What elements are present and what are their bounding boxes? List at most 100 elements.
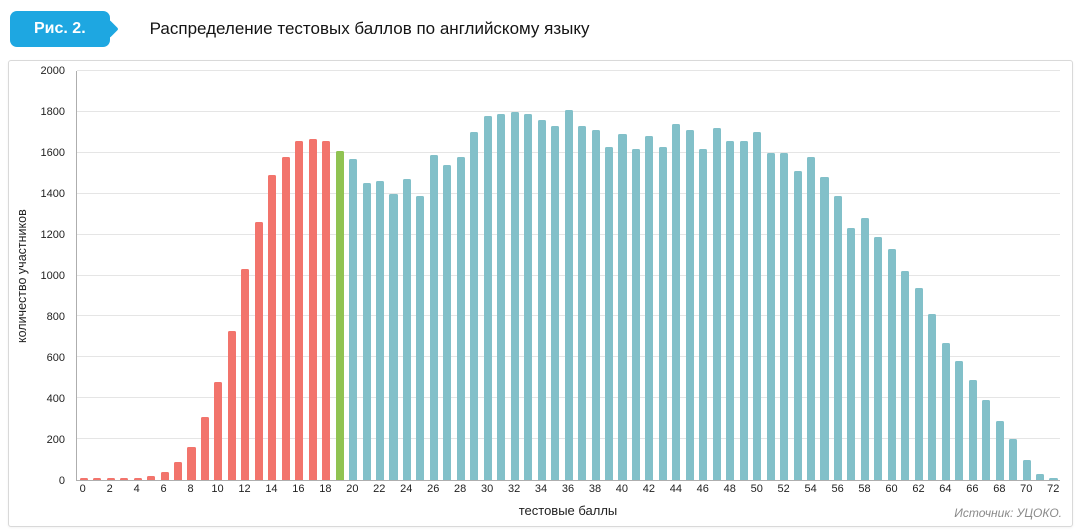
bar xyxy=(1035,473,1045,480)
bar-slot xyxy=(198,71,211,480)
bar xyxy=(470,132,479,480)
bar-slot xyxy=(858,71,871,480)
x-tick-label: 20 xyxy=(346,483,359,495)
x-tick-label: 2 xyxy=(106,483,113,495)
x-axis-label: тестовые баллы xyxy=(518,503,618,518)
bar xyxy=(914,287,923,480)
chart-title: Распределение тестовых баллов по английс… xyxy=(149,19,590,38)
bar xyxy=(712,128,721,480)
bar xyxy=(833,195,843,480)
bar-slot xyxy=(90,71,103,480)
bar xyxy=(308,138,317,480)
bar xyxy=(780,152,789,480)
bar-slot xyxy=(266,71,279,480)
x-tick-label: 34 xyxy=(534,483,548,495)
bar-slot xyxy=(804,71,817,480)
bar xyxy=(281,156,290,480)
bar xyxy=(901,271,910,480)
bar xyxy=(968,379,977,480)
y-tick-label: 600 xyxy=(46,352,65,364)
bar xyxy=(699,148,708,480)
bar xyxy=(847,228,856,480)
bar xyxy=(497,113,506,480)
bar xyxy=(807,156,816,480)
bar xyxy=(1049,477,1058,480)
x-tick-label: 66 xyxy=(966,483,979,495)
bar-slot xyxy=(400,71,413,480)
bar-slot xyxy=(252,71,265,480)
bar-slot xyxy=(818,71,831,480)
bar-slot xyxy=(144,71,157,480)
bar xyxy=(295,140,304,480)
bar xyxy=(133,477,142,480)
figure-header: Рис. 2. Распределение тестовых баллов по… xyxy=(0,0,1081,58)
x-tick-label: 46 xyxy=(696,483,709,495)
bar-slot xyxy=(441,71,454,480)
bar xyxy=(147,475,156,480)
gridline xyxy=(77,70,1060,71)
bar-slot xyxy=(1047,71,1060,480)
bar-slot xyxy=(427,71,440,480)
x-tick-label: 40 xyxy=(615,483,629,495)
bar xyxy=(604,146,614,480)
bar xyxy=(416,195,425,480)
bar xyxy=(510,111,519,480)
y-axis-label: количество участников xyxy=(15,209,29,343)
figure-number-badge: Рис. 2. xyxy=(10,11,119,47)
bar-slot xyxy=(562,71,575,480)
bar-slot xyxy=(387,71,400,480)
x-tick-label: 44 xyxy=(669,483,682,495)
bar-slot xyxy=(508,71,521,480)
bar-slot xyxy=(468,71,481,480)
figure-number-label: Рис. 2. xyxy=(34,20,86,37)
bar-slot xyxy=(885,71,898,480)
bar xyxy=(160,471,169,480)
x-tick-label: 50 xyxy=(750,483,763,495)
bar xyxy=(578,126,587,480)
x-tick-label: 64 xyxy=(939,483,952,495)
bar xyxy=(227,330,236,480)
bar-slot xyxy=(117,71,130,480)
bar xyxy=(564,109,573,480)
bar xyxy=(941,343,950,480)
bar-slot xyxy=(845,71,858,480)
bar-slot xyxy=(791,71,804,480)
x-tick-label: 32 xyxy=(507,483,521,495)
y-tick-label: 0 xyxy=(58,475,65,487)
bar-slot xyxy=(750,71,763,480)
bar xyxy=(187,447,196,480)
bar-slot xyxy=(602,71,615,480)
x-tick-label: 16 xyxy=(292,483,305,495)
bar-slot xyxy=(414,71,427,480)
x-tick-label: 14 xyxy=(265,483,278,495)
bar xyxy=(753,132,762,480)
bar xyxy=(335,150,344,480)
x-tick-label: 48 xyxy=(723,483,736,495)
bar-slot xyxy=(575,71,588,480)
bar-slot xyxy=(1006,71,1019,480)
x-tick-label: 30 xyxy=(480,483,494,495)
y-tick-label: 200 xyxy=(46,434,65,446)
bar-slot xyxy=(279,71,292,480)
x-tick-label: 22 xyxy=(373,483,386,495)
bar xyxy=(1009,439,1018,480)
bar-slot xyxy=(548,71,561,480)
bar xyxy=(524,113,533,480)
bar xyxy=(349,158,358,480)
bar xyxy=(766,152,775,480)
bar xyxy=(618,134,627,480)
bar-slot xyxy=(979,71,992,480)
bar-slot xyxy=(764,71,777,480)
bar-slot xyxy=(993,71,1006,480)
bar xyxy=(173,461,183,480)
bar xyxy=(685,130,694,480)
bar-slot xyxy=(346,71,359,480)
x-tick-label: 24 xyxy=(400,483,413,495)
bar xyxy=(739,140,748,480)
bar-slot xyxy=(495,71,508,480)
y-tick-label: 1000 xyxy=(40,270,65,282)
x-tick-label: 72 xyxy=(1047,483,1060,495)
y-axis-ticks: 0 200 400 600 800 1000 1200 1400 1600 1800 2000 xyxy=(33,65,71,487)
bar-slot xyxy=(589,71,602,480)
bar xyxy=(120,477,129,480)
